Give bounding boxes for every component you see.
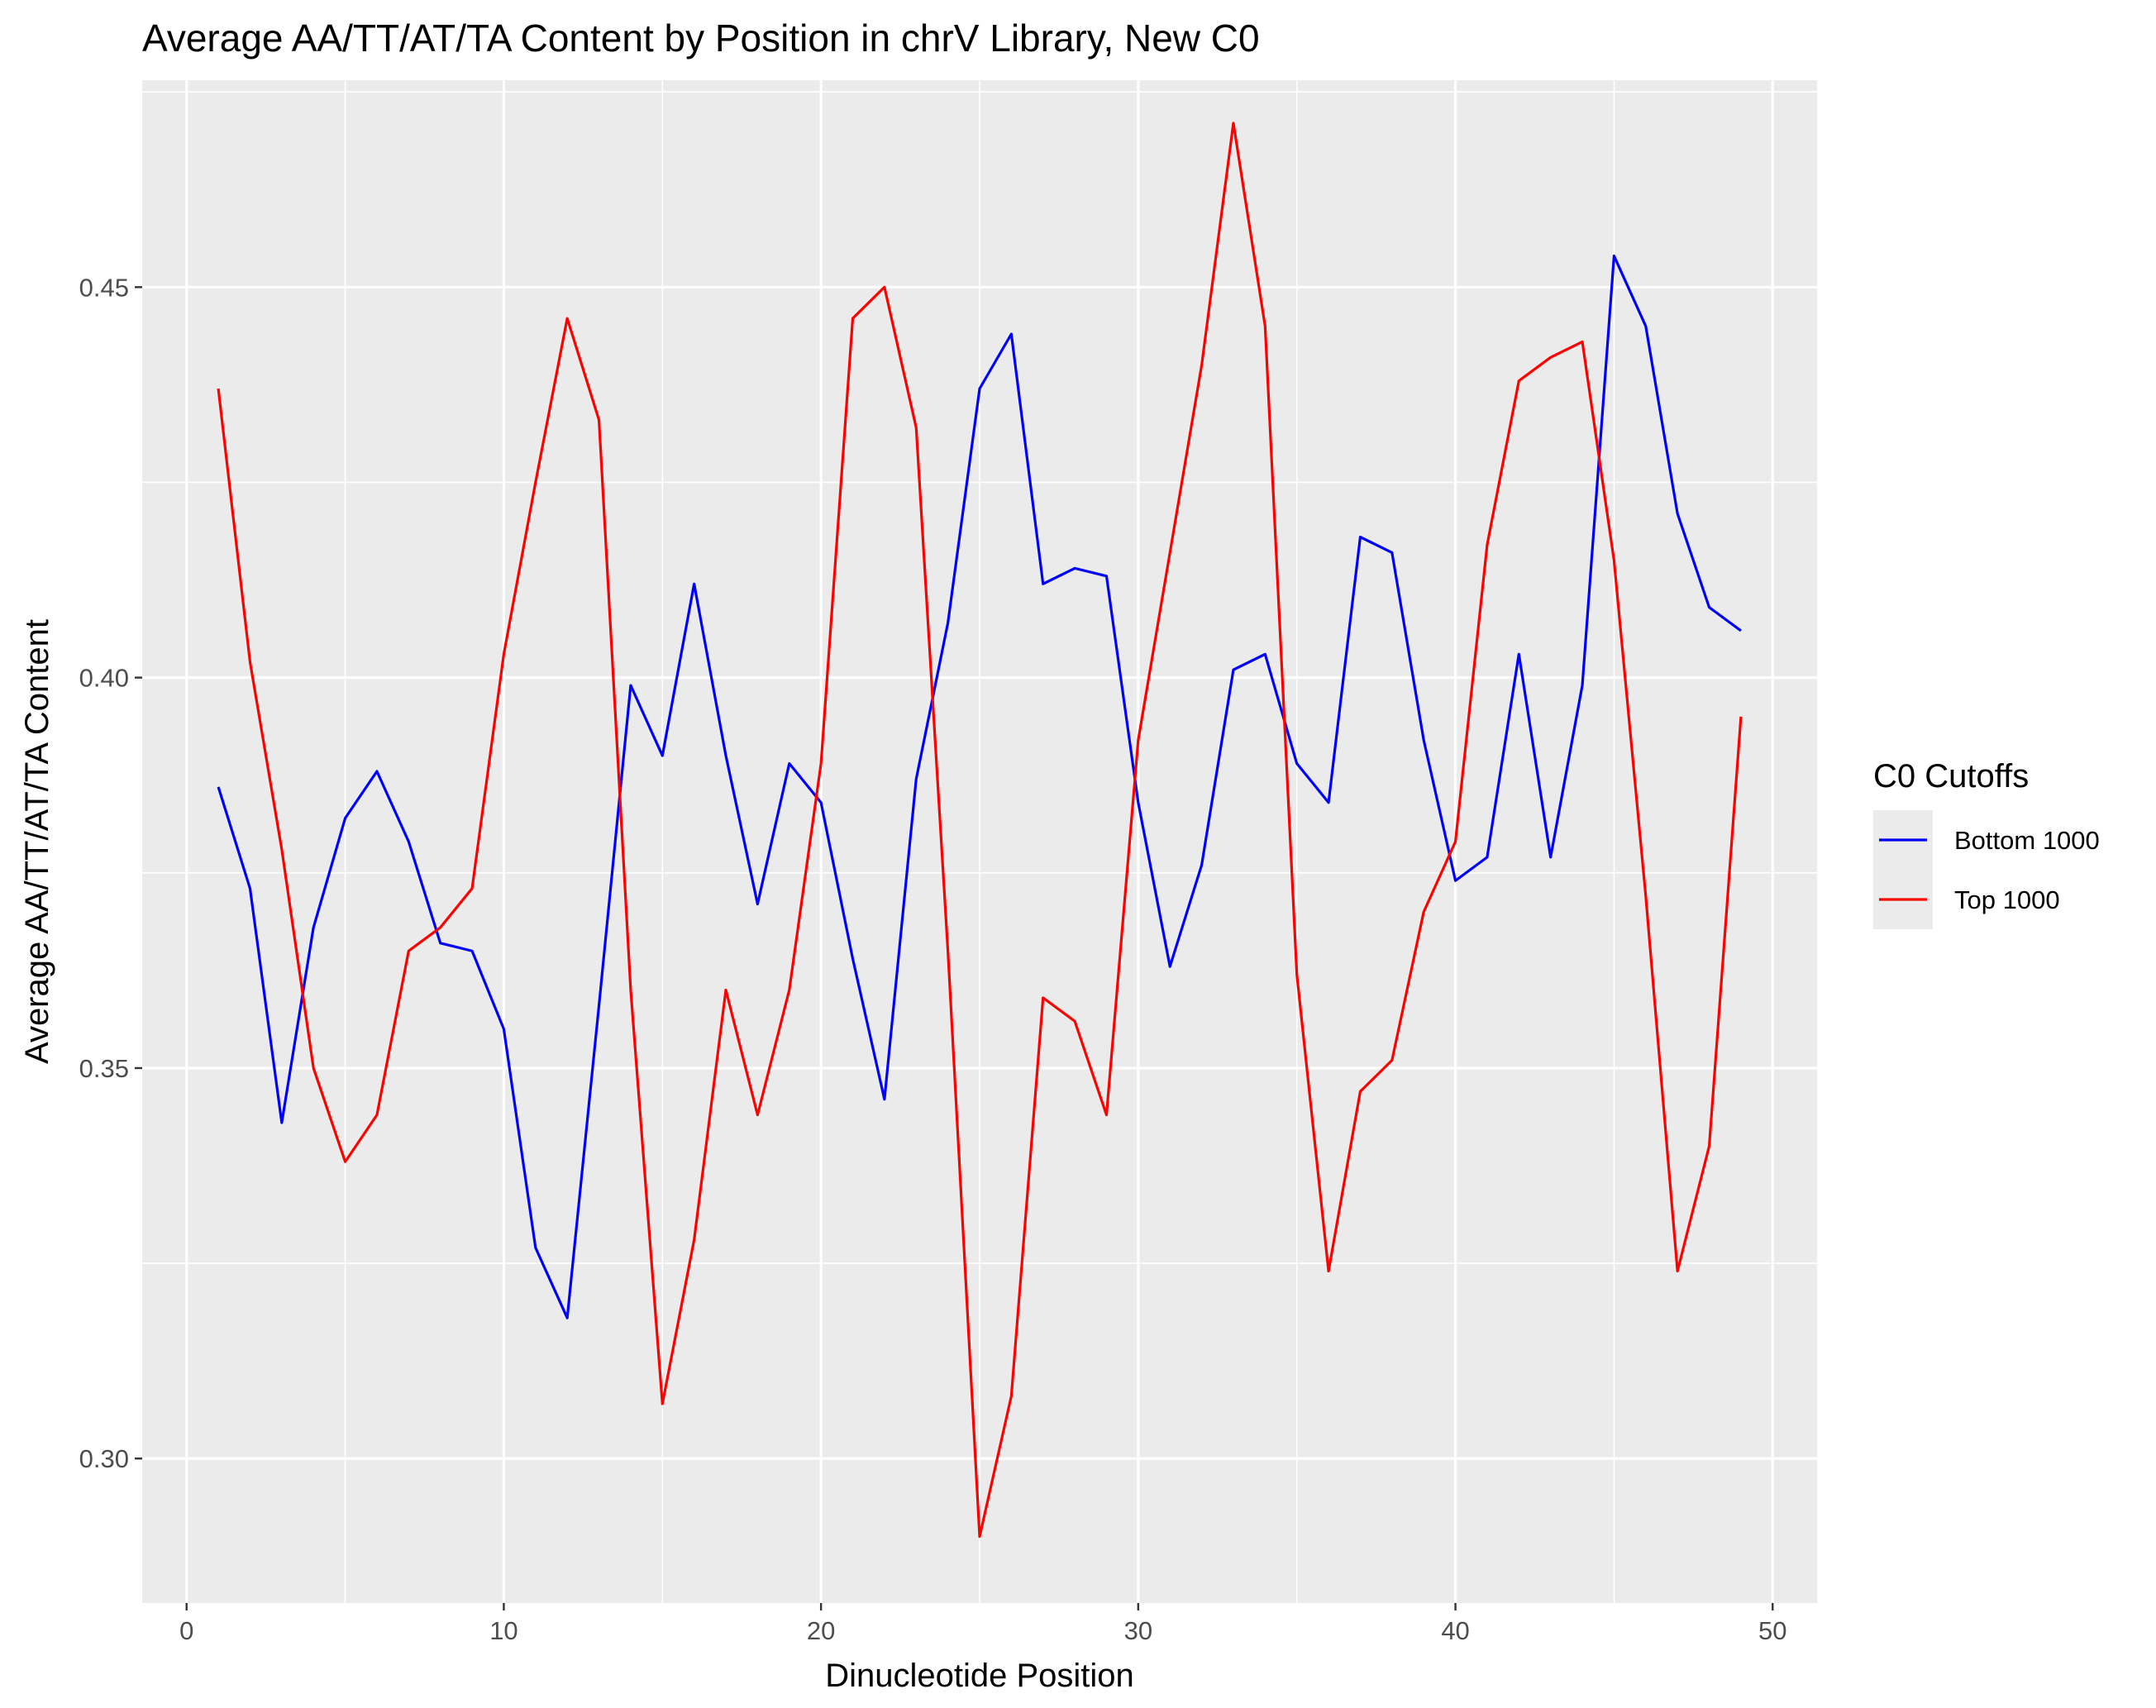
x-tick-label: 30 bbox=[1124, 1616, 1152, 1645]
chart-title: Average AA/TT/AT/TA Content by Position … bbox=[142, 17, 1260, 60]
x-axis-title: Dinucleotide Position bbox=[825, 1658, 1134, 1694]
y-tick-label: 0.30 bbox=[79, 1444, 129, 1473]
y-tick-label: 0.45 bbox=[79, 273, 129, 302]
x-tick-label: 40 bbox=[1441, 1616, 1469, 1645]
y-tick-label: 0.35 bbox=[79, 1054, 129, 1083]
series-line-bottom-1000 bbox=[217, 254, 1742, 1319]
x-tick-label: 20 bbox=[807, 1616, 835, 1645]
series-line-top-1000 bbox=[217, 122, 1743, 1539]
x-tick-label: 50 bbox=[1758, 1616, 1786, 1645]
y-tick-label: 0.40 bbox=[79, 664, 129, 693]
minor-gridlines bbox=[142, 80, 1817, 1603]
x-axis: 0 10 20 30 40 50 bbox=[179, 1603, 1787, 1645]
series-lines bbox=[217, 122, 1743, 1539]
legend-title: C0 Cutoffs bbox=[1873, 758, 2029, 794]
legend-label: Bottom 1000 bbox=[1954, 826, 2100, 855]
x-tick-label: 10 bbox=[489, 1616, 518, 1645]
legend: C0 Cutoffs Bottom 1000 Top 1000 bbox=[1873, 758, 2100, 929]
y-axis-title: Average AA/TT/AT/TA Content bbox=[19, 619, 55, 1064]
legend-items: Bottom 1000 Top 1000 bbox=[1873, 810, 2100, 929]
legend-label: Top 1000 bbox=[1954, 885, 2060, 914]
y-axis: 0.30 0.35 0.40 0.45 bbox=[79, 273, 142, 1473]
x-tick-label: 0 bbox=[179, 1616, 193, 1645]
